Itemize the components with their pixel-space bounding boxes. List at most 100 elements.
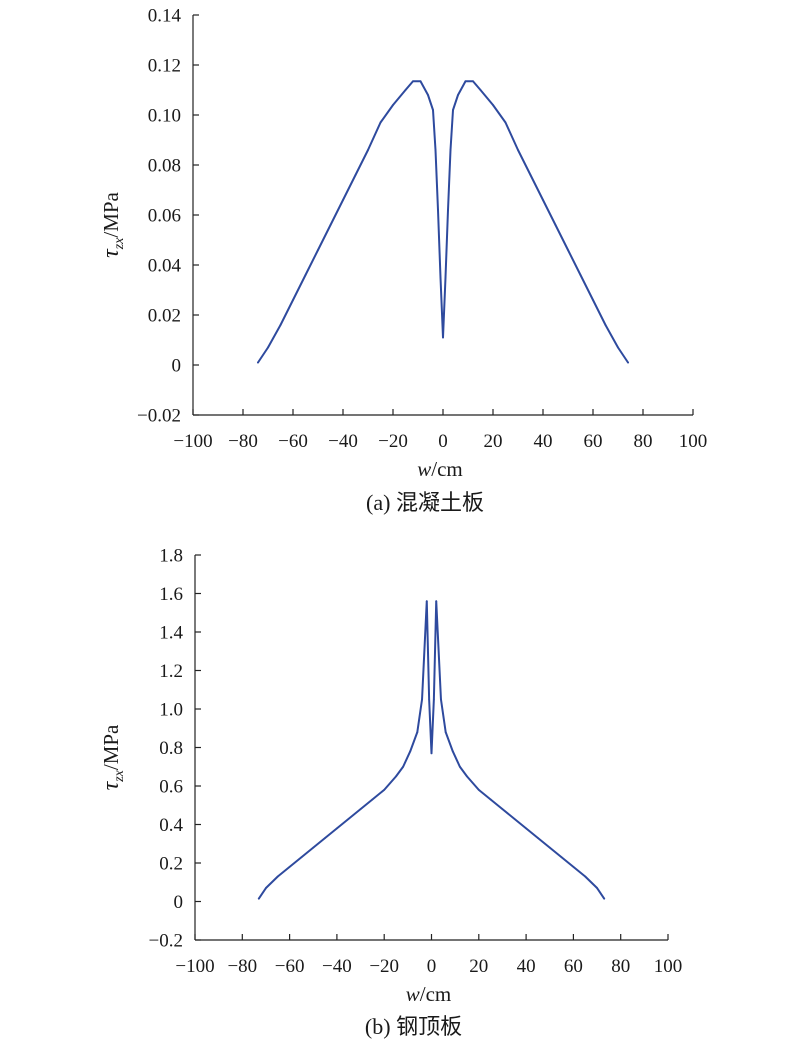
x-tick-label: −40: [322, 956, 352, 977]
data-point: [596, 887, 598, 889]
x-tick-label: 40: [534, 431, 553, 452]
x-axis-unit: /cm: [431, 457, 463, 481]
data-point: [409, 750, 412, 753]
y-tick-label: 0: [172, 356, 182, 377]
data-point: [336, 827, 338, 830]
y-axis-title: τzx/MPa: [98, 191, 127, 257]
data-point: [359, 808, 362, 810]
y-tick-label: 0.8: [159, 738, 183, 759]
data-point: [442, 336, 444, 339]
data-point: [292, 299, 294, 301]
y-tick-label: 1.4: [159, 623, 183, 644]
series-line: [257, 600, 606, 900]
data-point: [525, 827, 527, 830]
y-tick-label: 0.4: [159, 815, 183, 836]
x-tick-label: 20: [469, 956, 488, 977]
y-tick-label: 1.2: [159, 661, 183, 682]
data-point: [419, 80, 422, 83]
series-line: [257, 80, 629, 364]
x-tick-label: 40: [517, 956, 536, 977]
y-axis-subscript: zx: [112, 769, 127, 782]
data-point: [342, 199, 344, 201]
data-point: [479, 89, 482, 91]
data-point: [324, 837, 326, 839]
data-point: [466, 775, 468, 778]
y-tick-label: 0.06: [148, 206, 181, 227]
data-point: [427, 94, 429, 96]
x-tick-label: −60: [275, 956, 305, 977]
data-point: [504, 121, 507, 124]
x-tick-label: −100: [173, 431, 212, 452]
data-point: [300, 856, 303, 859]
data-point: [444, 731, 447, 733]
data-point: [257, 897, 260, 900]
data-point: [464, 80, 467, 83]
x-axis-unit: /cm: [420, 982, 452, 1006]
chart-caption: (a) 混凝土板: [366, 490, 484, 515]
y-axis-unit: /MPa: [99, 724, 123, 770]
x-tick-label: 80: [634, 431, 653, 452]
x-tick-label: 60: [564, 956, 583, 977]
data-point: [421, 698, 423, 701]
x-tick-label: −100: [175, 956, 214, 977]
data-point: [432, 109, 434, 111]
x-axis-title: w/cm: [406, 982, 452, 1006]
x-tick-label: −80: [227, 956, 257, 977]
y-axis-symbol: τ: [98, 780, 124, 790]
data-point: [457, 94, 459, 96]
data-point: [579, 274, 582, 276]
data-point: [513, 817, 516, 820]
data-point: [312, 846, 315, 849]
data-point: [489, 798, 492, 801]
x-tick-label: 100: [679, 431, 708, 452]
data-point: [395, 775, 397, 778]
data-point: [584, 875, 587, 878]
data-point: [447, 209, 449, 211]
y-tick-label: 0.10: [148, 106, 181, 127]
x-tick-label: −20: [378, 431, 408, 452]
data-point: [329, 224, 332, 226]
y-tick-label: 1.8: [159, 546, 183, 567]
data-point: [392, 104, 394, 106]
y-axis-unit: /MPa: [99, 191, 123, 237]
data-point: [449, 149, 452, 151]
data-point: [430, 752, 433, 755]
data-point: [402, 765, 405, 768]
data-point: [317, 249, 319, 251]
data-point: [267, 346, 269, 349]
y-axis-subscript: zx: [112, 237, 127, 250]
y-tick-label: 0.14: [148, 6, 182, 27]
data-point: [477, 788, 480, 791]
data-point: [548, 846, 551, 849]
data-point: [537, 837, 539, 839]
data-point: [592, 299, 594, 301]
y-axis-title: τzx/MPa: [98, 724, 127, 790]
data-point: [603, 897, 606, 900]
data-point: [379, 121, 382, 124]
y-tick-label: 0.04: [148, 256, 182, 277]
data-point: [440, 698, 442, 701]
data-point: [371, 798, 374, 801]
y-axis-symbol: τ: [98, 248, 124, 258]
data-point: [501, 808, 504, 810]
data-point: [434, 149, 437, 151]
data-point: [404, 89, 407, 91]
x-tick-label: −20: [369, 956, 399, 977]
data-point: [517, 149, 519, 151]
y-tick-label: 1.0: [159, 700, 183, 721]
x-axis-title: w/cm: [417, 457, 463, 481]
x-tick-label: −80: [228, 431, 258, 452]
data-point: [560, 856, 563, 859]
data-point: [276, 875, 279, 878]
data-point: [458, 765, 461, 768]
data-point: [347, 817, 350, 820]
y-tick-label: −0.02: [137, 406, 181, 427]
y-tick-label: 1.6: [159, 584, 183, 605]
data-point: [604, 324, 607, 326]
data-point: [416, 731, 419, 733]
data-point: [304, 274, 307, 276]
x-tick-label: −40: [328, 431, 358, 452]
data-point: [617, 346, 619, 349]
data-point: [567, 249, 569, 251]
data-point: [435, 600, 438, 603]
